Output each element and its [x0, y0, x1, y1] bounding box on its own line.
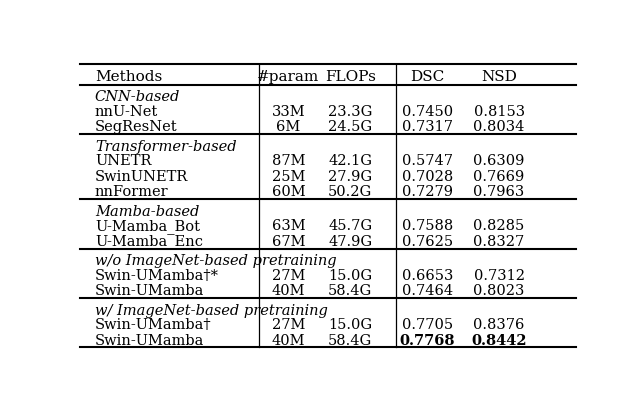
Text: w/o ImageNet-based pretraining: w/o ImageNet-based pretraining — [95, 254, 337, 268]
Text: 40M: 40M — [271, 334, 305, 347]
Text: Swin-UMamba: Swin-UMamba — [95, 284, 204, 298]
Text: 58.4G: 58.4G — [328, 284, 372, 298]
Text: 0.7028: 0.7028 — [401, 170, 453, 184]
Text: 0.7279: 0.7279 — [402, 186, 452, 200]
Text: 33M: 33M — [271, 105, 305, 119]
Text: 0.7464: 0.7464 — [402, 284, 452, 298]
Text: 0.7312: 0.7312 — [474, 269, 525, 283]
Text: 0.6653: 0.6653 — [401, 269, 453, 283]
Text: 67M: 67M — [271, 235, 305, 249]
Text: 27M: 27M — [271, 318, 305, 332]
Text: SegResNet: SegResNet — [95, 120, 177, 134]
Text: 87M: 87M — [271, 154, 305, 168]
Text: Transformer-based: Transformer-based — [95, 140, 237, 154]
Text: 0.8285: 0.8285 — [474, 219, 525, 233]
Text: Methods: Methods — [95, 70, 162, 84]
Text: Swin-UMamba: Swin-UMamba — [95, 334, 204, 347]
Text: #param: #param — [257, 70, 319, 84]
Text: 0.7669: 0.7669 — [474, 170, 525, 184]
Text: 25M: 25M — [271, 170, 305, 184]
Text: FLOPs: FLOPs — [325, 70, 376, 84]
Text: U-Mamba_Bot: U-Mamba_Bot — [95, 219, 200, 234]
Text: 0.8442: 0.8442 — [471, 334, 527, 347]
Text: 0.7963: 0.7963 — [474, 186, 525, 200]
Text: 47.9G: 47.9G — [328, 235, 372, 249]
Text: SwinUNETR: SwinUNETR — [95, 170, 188, 184]
Text: 0.7768: 0.7768 — [399, 334, 455, 347]
Text: 15.0G: 15.0G — [328, 269, 372, 283]
Text: U-Mamba_Enc: U-Mamba_Enc — [95, 234, 203, 249]
Text: 6M: 6M — [276, 120, 300, 134]
Text: Swin-UMamba†*: Swin-UMamba†* — [95, 269, 219, 283]
Text: 0.8023: 0.8023 — [474, 284, 525, 298]
Text: 23.3G: 23.3G — [328, 105, 372, 119]
Text: 50.2G: 50.2G — [328, 186, 372, 200]
Text: CNN-based: CNN-based — [95, 90, 180, 105]
Text: 27.9G: 27.9G — [328, 170, 372, 184]
Text: 0.8034: 0.8034 — [474, 120, 525, 134]
Text: NSD: NSD — [481, 70, 517, 84]
Text: 0.7317: 0.7317 — [402, 120, 452, 134]
Text: 60M: 60M — [271, 186, 305, 200]
Text: 63M: 63M — [271, 219, 305, 233]
Text: 0.7625: 0.7625 — [402, 235, 452, 249]
Text: 0.8376: 0.8376 — [474, 318, 525, 332]
Text: 24.5G: 24.5G — [328, 120, 372, 134]
Text: Swin-UMamba†: Swin-UMamba† — [95, 318, 211, 332]
Text: 0.5747: 0.5747 — [402, 154, 452, 168]
Text: 58.4G: 58.4G — [328, 334, 372, 347]
Text: 0.7705: 0.7705 — [402, 318, 452, 332]
Text: 0.8153: 0.8153 — [474, 105, 525, 119]
Text: nnU-Net: nnU-Net — [95, 105, 158, 119]
Text: Mamba-based: Mamba-based — [95, 205, 199, 219]
Text: nnFormer: nnFormer — [95, 186, 168, 200]
Text: 0.6309: 0.6309 — [474, 154, 525, 168]
Text: 0.7588: 0.7588 — [401, 219, 453, 233]
Text: 40M: 40M — [271, 284, 305, 298]
Text: 15.0G: 15.0G — [328, 318, 372, 332]
Text: DSC: DSC — [410, 70, 444, 84]
Text: 0.8327: 0.8327 — [474, 235, 525, 249]
Text: w/ ImageNet-based pretraining: w/ ImageNet-based pretraining — [95, 303, 328, 317]
Text: 42.1G: 42.1G — [328, 154, 372, 168]
Text: 27M: 27M — [271, 269, 305, 283]
Text: UNETR: UNETR — [95, 154, 151, 168]
Text: 45.7G: 45.7G — [328, 219, 372, 233]
Text: 0.7450: 0.7450 — [402, 105, 452, 119]
